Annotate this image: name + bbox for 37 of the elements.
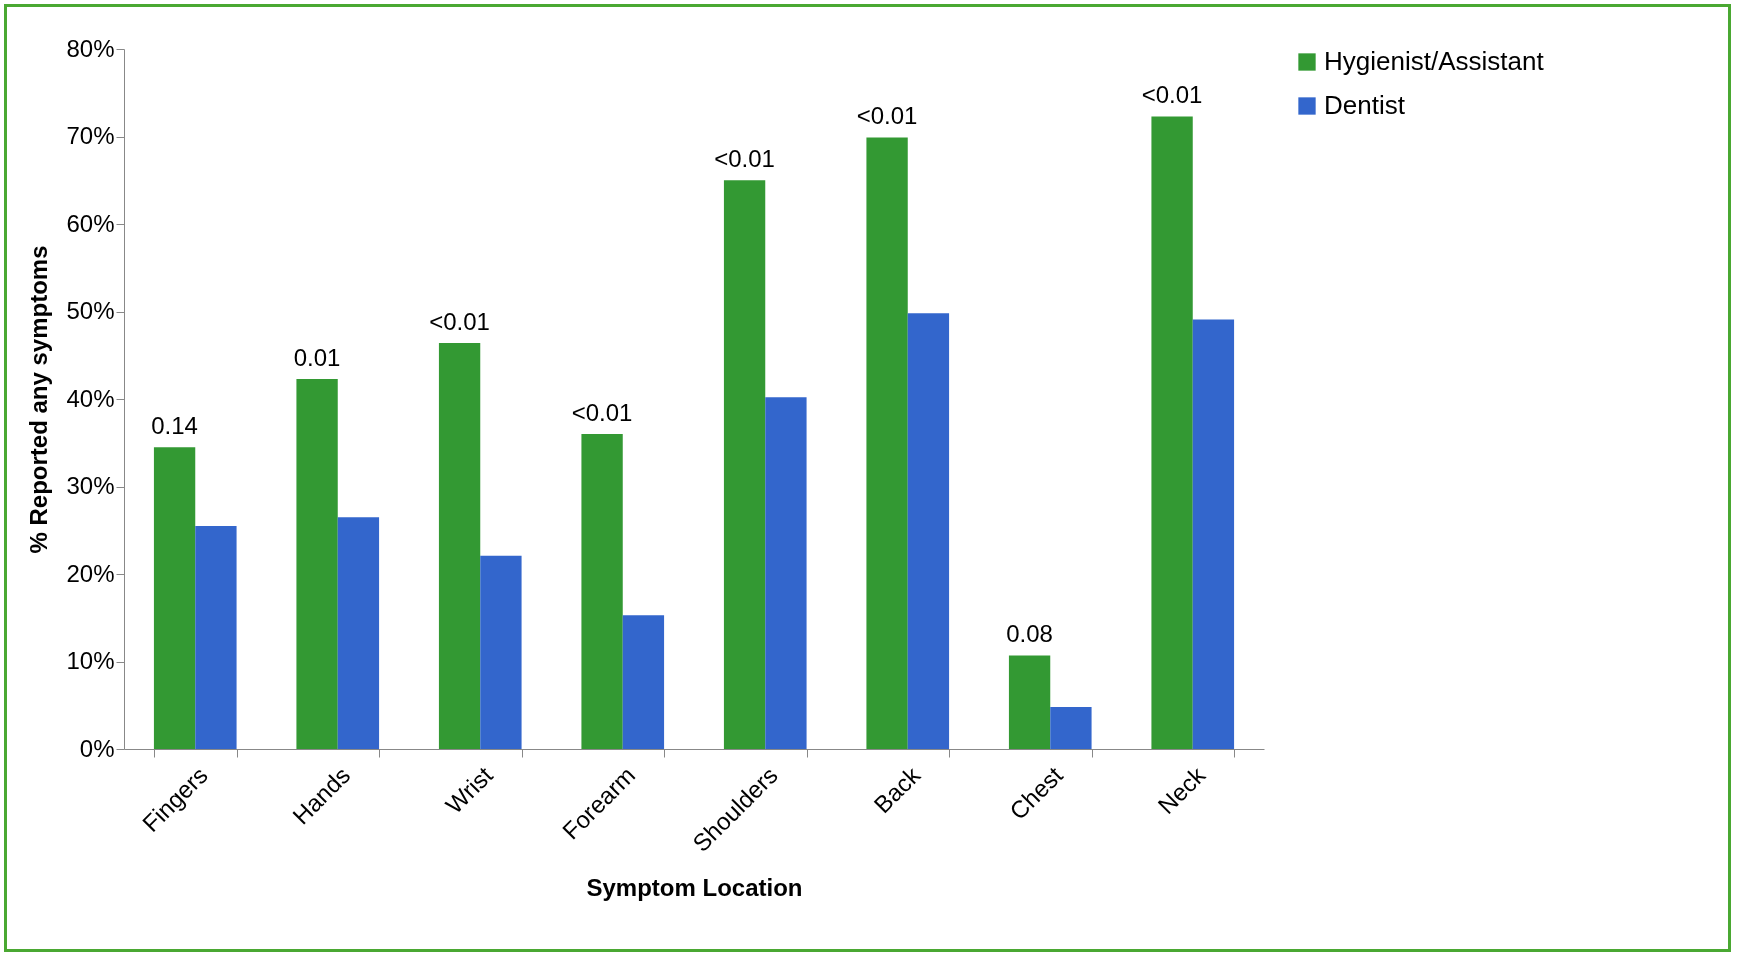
y-tick-label: 10%	[66, 647, 115, 674]
annotation: <0.01	[1141, 81, 1203, 109]
bar	[723, 180, 766, 749]
bar	[153, 447, 196, 749]
annotation: 0.14	[151, 412, 198, 440]
legend-label: Hygienist/Assistant	[1324, 46, 1545, 76]
y-tick-label: 80%	[66, 34, 115, 62]
bar	[337, 517, 380, 749]
annotation: <0.01	[714, 145, 775, 173]
y-tick-label: 50%	[66, 297, 115, 324]
bar	[581, 434, 623, 749]
bar	[1050, 707, 1092, 749]
bar	[195, 525, 237, 749]
bar	[438, 343, 481, 749]
x-axis-title: Symptom Location	[586, 873, 803, 901]
y-tick-label: 0%	[79, 734, 115, 762]
bar	[296, 378, 338, 749]
bar	[622, 615, 665, 749]
bar	[866, 137, 908, 749]
bar	[1008, 655, 1051, 749]
annotation: 0.01	[293, 343, 341, 371]
annotation: <0.01	[429, 308, 490, 335]
y-tick-label: 20%	[66, 559, 115, 587]
y-tick-label: 60%	[66, 209, 115, 237]
bar	[765, 397, 807, 749]
bar	[907, 313, 950, 749]
annotation: <0.01	[856, 102, 918, 130]
annotation: 0.08	[1006, 620, 1053, 648]
legend-label: Dentist	[1324, 90, 1406, 120]
y-tick-label: 70%	[66, 122, 115, 149]
y-axis-title: % Reported any symptoms	[25, 245, 53, 554]
bar	[480, 555, 522, 749]
y-tick-label: 30%	[66, 472, 115, 499]
bar	[1192, 319, 1235, 749]
y-tick-label: 40%	[66, 384, 115, 412]
bar	[1151, 116, 1193, 749]
annotation: <0.01	[571, 399, 633, 426]
